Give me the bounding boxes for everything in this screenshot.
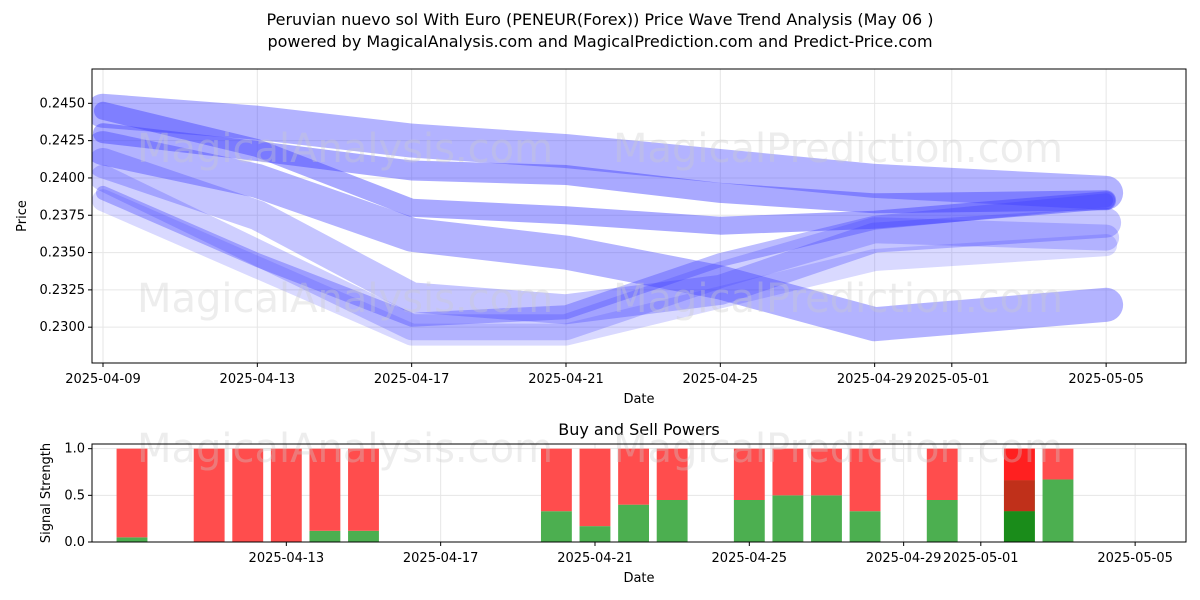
price-y-tick-label: 0.2350 (40, 246, 86, 261)
sell-bar (579, 448, 611, 527)
power-y-ticks: 0.0 0.5 1.0 (64, 442, 92, 550)
power-x-tick-label: 2025-04-17 (403, 551, 479, 566)
price-y-tick-label: 0.2325 (40, 283, 86, 298)
price-x-ticks: 2025-04-09 2025-04-13 2025-04-17 2025-04-21… (65, 363, 1144, 387)
watermark-analysis-bottom: MagicalAnalysis.com (137, 426, 553, 472)
sell-bar (193, 448, 225, 542)
sell-bar (733, 448, 765, 500)
power-y-tick-label: 0.5 (64, 488, 85, 503)
power-panel: Buy and Sell Powers MagicalAnalysis.com … (39, 420, 1187, 586)
price-wave-8 (92, 189, 1118, 346)
power-x-tick-label: 2025-05-01 (943, 551, 1019, 566)
power-x-tick-label: 2025-04-29 (866, 551, 942, 566)
price-y-ticks: 0.2300 0.2325 0.2350 0.2375 0.2400 0.2425 0.24… (40, 96, 92, 335)
power-x-tick-label: 2025-04-25 (712, 551, 788, 566)
price-y-axis-label: Price (15, 200, 30, 232)
buy-bar-strong (1003, 511, 1035, 542)
buy-bar (309, 530, 341, 542)
sell-bar (232, 448, 264, 542)
sell-bar (811, 448, 842, 496)
buy-bar (579, 526, 611, 542)
wave-group (92, 93, 1124, 346)
price-frame (91, 68, 1187, 364)
price-wave-2 (93, 123, 1117, 214)
price-y-tick-label: 0.2450 (40, 96, 86, 111)
price-y-tick-label: 0.2375 (40, 208, 86, 223)
buy-bar (733, 500, 765, 542)
buy-bar (116, 537, 148, 542)
buy-bar (540, 511, 572, 542)
price-wave-6 (92, 164, 1120, 341)
power-x-ticks: 2025-04-13 2025-04-17 2025-04-21 2025-04-25… (249, 542, 1173, 566)
price-wave-7 (96, 185, 1114, 327)
power-bars (116, 448, 1074, 542)
sell-bar (849, 448, 881, 512)
power-frame (91, 443, 1187, 543)
price-x-tick-label: 2025-05-05 (1068, 372, 1144, 387)
sell-bar (270, 448, 302, 542)
buy-bar (926, 500, 958, 542)
power-chart-title: Buy and Sell Powers (558, 420, 720, 439)
price-y-tick-label: 0.2400 (40, 171, 86, 186)
sell-bar-strong (1003, 448, 1035, 481)
price-wave-3 (94, 101, 1116, 235)
watermark-analysis-mid: MagicalAnalysis.com (137, 276, 553, 322)
price-wave-4 (92, 131, 1124, 342)
power-x-axis-label: Date (623, 571, 654, 586)
price-x-tick-label: 2025-04-09 (65, 372, 141, 387)
power-x-tick-label: 2025-04-21 (557, 551, 633, 566)
sell-bar (618, 448, 649, 505)
price-x-tick-label: 2025-04-25 (683, 372, 759, 387)
sell-bar (772, 448, 804, 496)
buy-bar (656, 500, 688, 542)
buy-bar (772, 495, 804, 542)
price-y-tick-label: 0.2425 (40, 134, 86, 149)
watermark-prediction-top: MagicalPrediction.com (613, 126, 1063, 172)
buy-bar (849, 511, 881, 542)
watermark-prediction-bottom: MagicalPrediction.com (613, 426, 1063, 472)
price-panel: MagicalAnalysis.com MagicalPrediction.co… (15, 68, 1187, 407)
watermark-analysis-top: MagicalAnalysis.com (137, 126, 553, 172)
buy-bar (1042, 479, 1074, 542)
price-wave-1 (92, 93, 1124, 210)
price-x-tick-label: 2025-04-17 (374, 372, 450, 387)
chart-title-line2: powered by MagicalAnalysis.com and Magic… (267, 32, 932, 51)
price-waves (92, 93, 1124, 346)
power-y-tick-label: 0.0 (64, 535, 85, 550)
chart-title-line1: Peruvian nuevo sol With Euro (PENEUR(For… (267, 10, 934, 29)
price-wave-5 (92, 148, 1122, 325)
sell-bar (116, 448, 148, 538)
mixed-bar (1003, 480, 1035, 512)
buy-bar (618, 504, 649, 542)
price-x-tick-label: 2025-04-29 (837, 372, 913, 387)
buy-bar (348, 530, 379, 542)
power-x-tick-label: 2025-04-13 (249, 551, 325, 566)
price-x-tick-label: 2025-04-13 (220, 372, 296, 387)
buy-bar (811, 495, 842, 542)
sell-bar (540, 448, 572, 512)
price-x-tick-label: 2025-04-21 (528, 372, 604, 387)
sell-bar (926, 448, 958, 500)
power-x-tick-label: 2025-05-05 (1097, 551, 1173, 566)
price-x-axis-label: Date (623, 392, 654, 407)
sell-bar (656, 448, 688, 500)
price-y-tick-label: 0.2300 (40, 320, 86, 335)
power-y-axis-label: Signal Strength (39, 443, 54, 543)
power-y-tick-label: 1.0 (64, 442, 85, 457)
price-grid (92, 69, 1186, 363)
sell-bar (309, 448, 341, 531)
watermark-prediction-mid: MagicalPrediction.com (613, 276, 1063, 322)
price-x-tick-label: 2025-05-01 (914, 372, 990, 387)
sell-bar (348, 448, 379, 531)
sell-bar (1042, 448, 1074, 480)
